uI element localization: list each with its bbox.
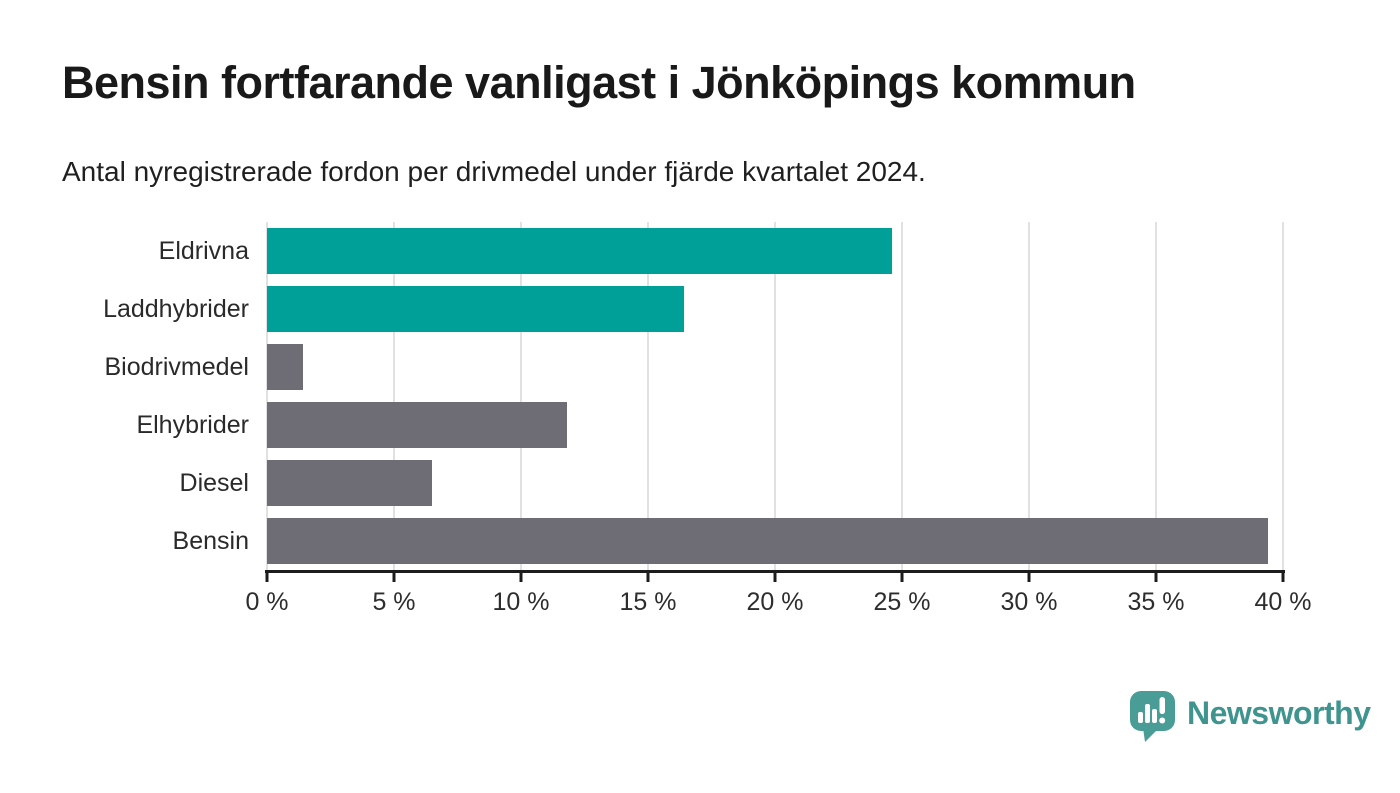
x-axis-tick-label: 25 % (873, 588, 931, 616)
bar-row (267, 280, 1283, 338)
x-axis-tick (1154, 573, 1158, 582)
bar-row (267, 222, 1283, 280)
x-axis-tick-label: 10 % (492, 588, 550, 616)
bar-diesel (267, 460, 433, 506)
newsworthy-speech-bubble-chart-icon (1130, 691, 1175, 742)
x-axis-tick (1027, 573, 1031, 582)
gridline (901, 222, 903, 570)
x-axis-tick (519, 573, 523, 582)
x-axis-tick-label: 20 % (746, 588, 804, 616)
x-axis-ticks (265, 573, 1285, 582)
plot-area (266, 222, 1284, 570)
page-title: Bensin fortfarande vanligast i Jönköping… (62, 57, 1136, 108)
bar-bensin (267, 518, 1268, 564)
x-axis-tick (900, 573, 904, 582)
x-axis-tick-labels: 0 % 5 % 10 % 15 % 20 % 25 % 30 % 35 % 40 % (245, 588, 1311, 620)
bar-laddhybrider (267, 286, 684, 332)
category-label: Laddhybrider (103, 294, 249, 323)
category-label: Bensin (172, 526, 249, 555)
x-axis-tick-label: 0 % (245, 588, 289, 616)
x-axis-tick-label: 30 % (1000, 588, 1058, 616)
gridline (1155, 222, 1157, 570)
bar-biodrivmedel (267, 344, 303, 390)
gridline (393, 222, 395, 570)
gridline (520, 222, 522, 570)
x-axis-tick-label: 35 % (1127, 588, 1185, 616)
x-axis-tick (1281, 573, 1285, 582)
x-axis-tick-label: 15 % (619, 588, 677, 616)
category-label: Elhybrider (136, 410, 249, 439)
gridline (1028, 222, 1030, 570)
bar-eldrivna (267, 228, 892, 274)
x-axis-line (265, 570, 1285, 573)
category-label: Eldrivna (158, 236, 249, 265)
newsworthy-brand-text: Newsworthy (1187, 695, 1371, 731)
bar-row (267, 338, 1283, 396)
gridlines-layer (266, 222, 1284, 570)
newsworthy-logo: Newsworthy (1130, 691, 1371, 743)
x-axis-tick (773, 573, 777, 582)
category-label: Biodrivmedel (104, 352, 249, 381)
x-axis-tick-label: 5 % (372, 588, 416, 616)
chart-subtitle: Antal nyregistrerade fordon per drivmede… (62, 156, 926, 187)
x-axis-tick-label: 40 % (1254, 588, 1312, 616)
bar-row (267, 454, 1283, 512)
bar-rows-layer (267, 222, 1283, 570)
gridline (647, 222, 649, 570)
x-axis-tick (265, 573, 269, 582)
x-axis-tick (646, 573, 650, 582)
category-label: Diesel (179, 468, 249, 497)
gridline (774, 222, 776, 570)
gridline (266, 222, 268, 570)
bar-row (267, 512, 1283, 570)
bar-row (267, 396, 1283, 454)
gridline (1282, 222, 1284, 570)
bar-elhybrider (267, 402, 567, 448)
y-axis-category-labels: Eldrivna Laddhybrider Biodrivmedel Elhybrid… (0, 222, 249, 570)
x-axis-tick (392, 573, 396, 582)
